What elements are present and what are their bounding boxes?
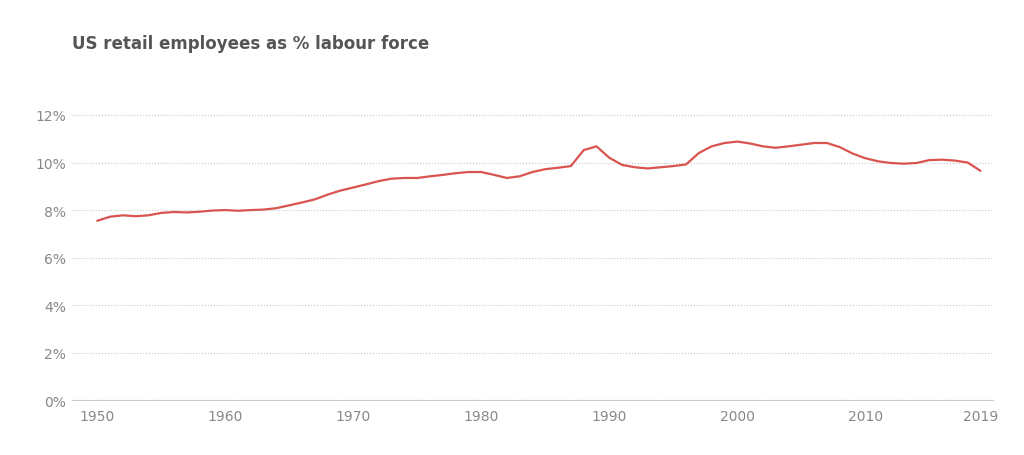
Text: US retail employees as % labour force: US retail employees as % labour force xyxy=(72,35,429,53)
